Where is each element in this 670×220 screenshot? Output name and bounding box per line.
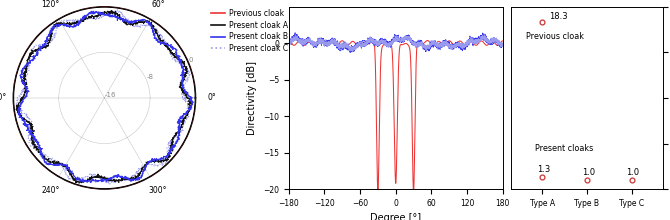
Y-axis label: Directivity [dB]: Directivity [dB] <box>247 61 257 135</box>
Text: 1.0: 1.0 <box>626 168 640 177</box>
Text: Present cloaks: Present cloaks <box>535 144 594 153</box>
Text: 1.3: 1.3 <box>537 165 550 174</box>
Legend: Previous cloak, Present cloak A, Present cloak B, Present cloak C: Previous cloak, Present cloak A, Present… <box>208 6 291 56</box>
Text: 1.0: 1.0 <box>582 168 595 177</box>
Text: Previous cloak: Previous cloak <box>527 31 584 40</box>
Text: 18.3: 18.3 <box>549 12 567 21</box>
X-axis label: Degree [°]: Degree [°] <box>370 213 421 220</box>
